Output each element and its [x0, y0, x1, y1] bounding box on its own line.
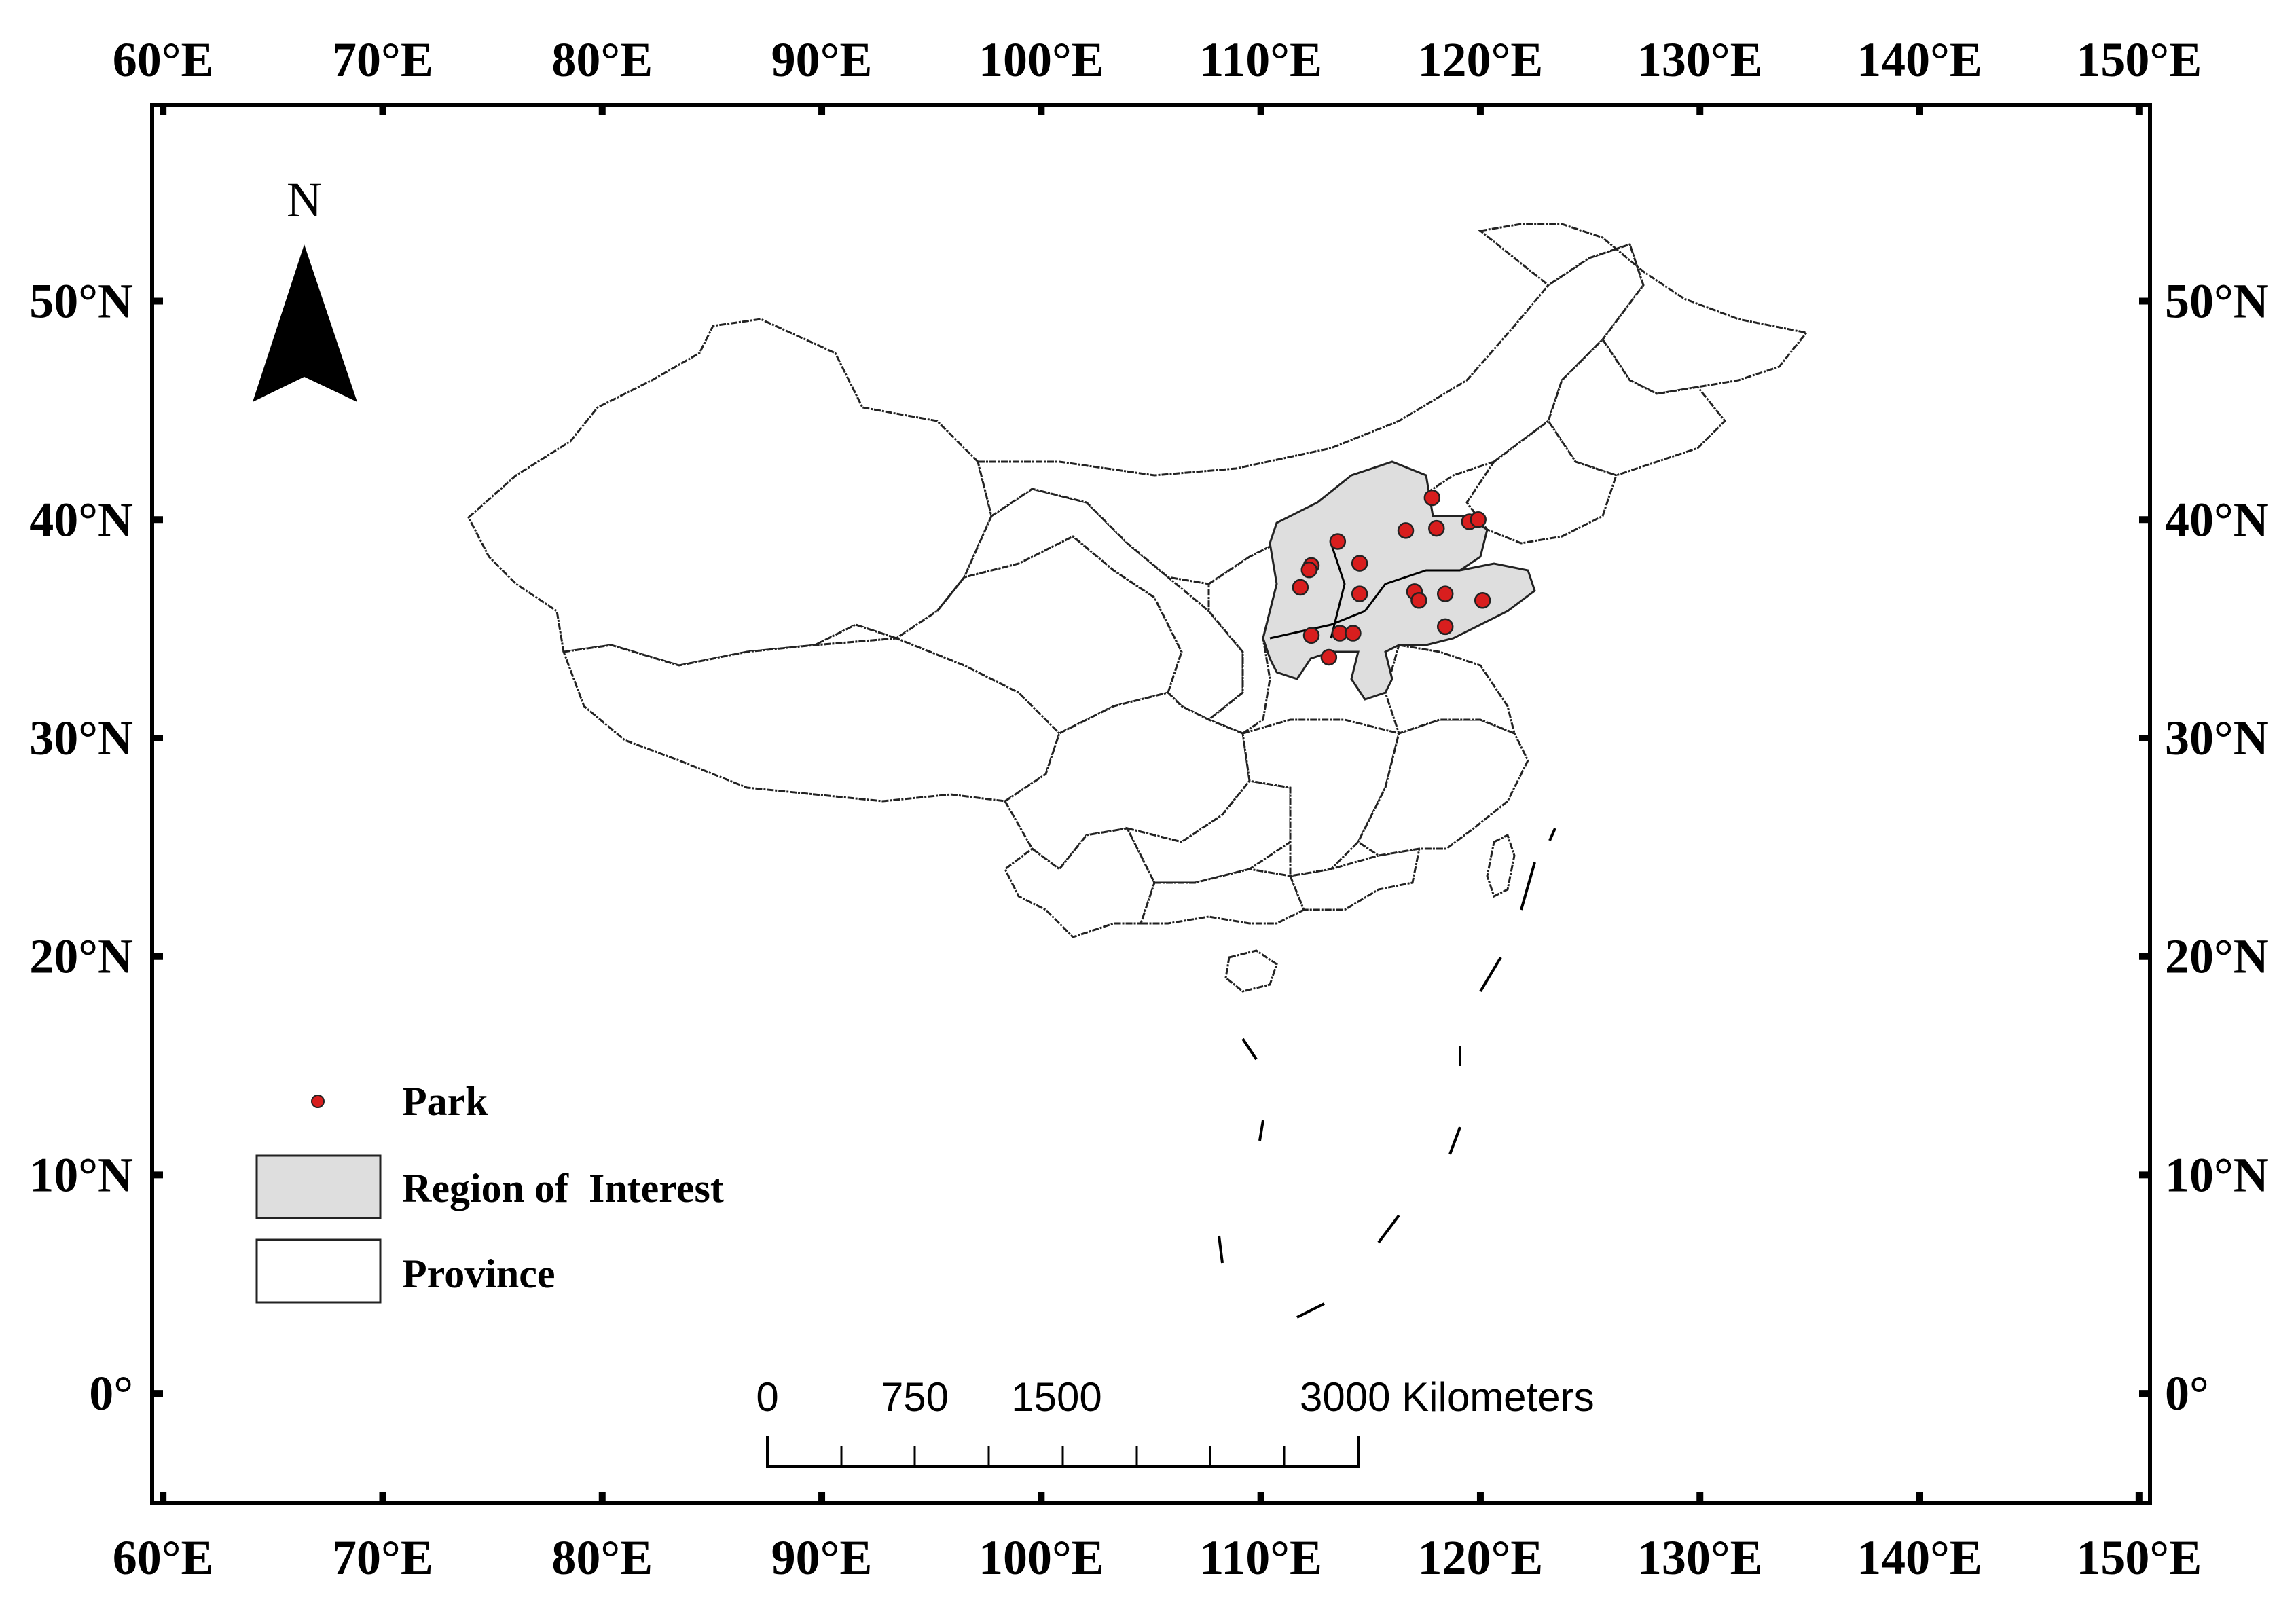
- park-marker: [1474, 592, 1491, 609]
- lat-label-left: 30°N: [29, 711, 133, 765]
- lon-label-bottom: 150°E: [2076, 1530, 2202, 1585]
- province-shape: [467, 318, 993, 667]
- province-shape: [1384, 644, 1516, 735]
- park-marker: [1428, 519, 1445, 537]
- legend-park-icon: [311, 1095, 325, 1108]
- province-layer: [467, 223, 1808, 993]
- lon-label-top: 110°E: [1199, 33, 1322, 87]
- lat-label-left: 40°N: [29, 492, 133, 547]
- lat-label-right: 30°N: [2165, 711, 2269, 765]
- lat-label-right: 10°N: [2165, 1148, 2269, 1202]
- province-shape: [562, 637, 1061, 803]
- park-marker: [1410, 592, 1427, 609]
- scale-label-0: 0: [756, 1374, 778, 1420]
- lon-label-top: 90°E: [771, 33, 873, 87]
- lon-label-bottom: 130°E: [1637, 1530, 1763, 1585]
- scale-bar: 0 750 1500 3000 Kilometers: [756, 1374, 1595, 1468]
- roi-internal-border: [1269, 543, 1460, 640]
- park-marker: [1292, 579, 1309, 596]
- province-shape: [1288, 847, 1421, 911]
- lon-label-bottom: 110°E: [1199, 1530, 1322, 1585]
- park-marker: [1300, 562, 1318, 579]
- lon-label-top: 100°E: [979, 33, 1104, 87]
- park-marker: [1345, 625, 1362, 642]
- province-shape: [814, 535, 1183, 735]
- lon-label-top: 120°E: [1418, 33, 1544, 87]
- latitude-labels-left: 50°N 40°N 30°N 20°N 10°N 0°: [29, 274, 163, 1420]
- lon-label-bottom: 70°E: [332, 1530, 433, 1585]
- lon-label-top: 150°E: [2076, 33, 2202, 87]
- nine-dash-line: [1218, 828, 1556, 1319]
- lon-label-top: 130°E: [1637, 33, 1763, 87]
- park-layer: [1292, 489, 1491, 666]
- legend-park-label: Park: [402, 1079, 488, 1124]
- park-marker: [1351, 585, 1368, 602]
- lat-label-left: 10°N: [29, 1148, 133, 1202]
- park-marker: [1470, 511, 1487, 528]
- lat-label-right: 50°N: [2165, 274, 2269, 329]
- map-frame: [150, 103, 2152, 1505]
- legend-roi-swatch: [255, 1154, 382, 1219]
- legend-roi-label: Region of Interest: [402, 1166, 724, 1211]
- province-shape: [1486, 833, 1516, 898]
- lat-label-right: 20°N: [2165, 930, 2269, 984]
- province-shape: [1478, 223, 1808, 395]
- north-arrow-icon: [253, 244, 357, 402]
- lat-label-left: 50°N: [29, 274, 133, 329]
- park-marker: [1436, 585, 1454, 602]
- north-arrow: N: [253, 172, 357, 402]
- province-shape: [1224, 949, 1278, 993]
- lon-label-bottom: 100°E: [979, 1530, 1104, 1585]
- lat-label-right: 40°N: [2165, 492, 2269, 547]
- park-marker: [1329, 533, 1347, 550]
- lat-label-left: 0°: [89, 1366, 133, 1420]
- legend: Park Region of Interest Province: [255, 1079, 724, 1304]
- scale-label-1500: 1500: [1011, 1374, 1101, 1420]
- park-marker: [1423, 489, 1441, 507]
- lat-label-left: 20°N: [29, 930, 133, 984]
- lon-label-bottom: 90°E: [771, 1530, 873, 1585]
- province-shape: [1139, 868, 1305, 925]
- lon-label-bottom: 140°E: [1857, 1530, 1982, 1585]
- park-marker: [1397, 522, 1415, 539]
- park-marker: [1351, 555, 1368, 572]
- lon-label-bottom: 80°E: [551, 1530, 653, 1585]
- longitude-labels-bottom: 60°E 70°E 80°E 90°E 100°E 110°E 120°E 130°E 140°…: [113, 1492, 2202, 1585]
- lon-label-top: 140°E: [1857, 33, 1982, 87]
- lon-label-top: 70°E: [332, 33, 433, 87]
- longitude-labels-top: 60°E 70°E 80°E 90°E 100°E 110°E 120°E 130°E 140°…: [113, 33, 2202, 115]
- north-arrow-label: N: [287, 172, 322, 227]
- legend-province-swatch: [255, 1238, 382, 1304]
- lat-label-right: 0°: [2165, 1366, 2209, 1420]
- legend-province-label: Province: [402, 1251, 555, 1296]
- lon-label-top: 80°E: [551, 33, 653, 87]
- park-marker: [1320, 648, 1338, 666]
- scale-label-750: 750: [881, 1374, 949, 1420]
- park-marker: [1302, 627, 1320, 644]
- park-marker: [1436, 618, 1454, 636]
- latitude-labels-right: 50°N 40°N 30°N 20°N 10°N 0°: [2139, 274, 2269, 1420]
- province-shape: [1004, 827, 1156, 938]
- lon-label-bottom: 60°E: [113, 1530, 214, 1585]
- lon-label-bottom: 120°E: [1418, 1530, 1544, 1585]
- lon-label-top: 60°E: [113, 33, 214, 87]
- scale-label-3000: 3000 Kilometers: [1300, 1374, 1595, 1420]
